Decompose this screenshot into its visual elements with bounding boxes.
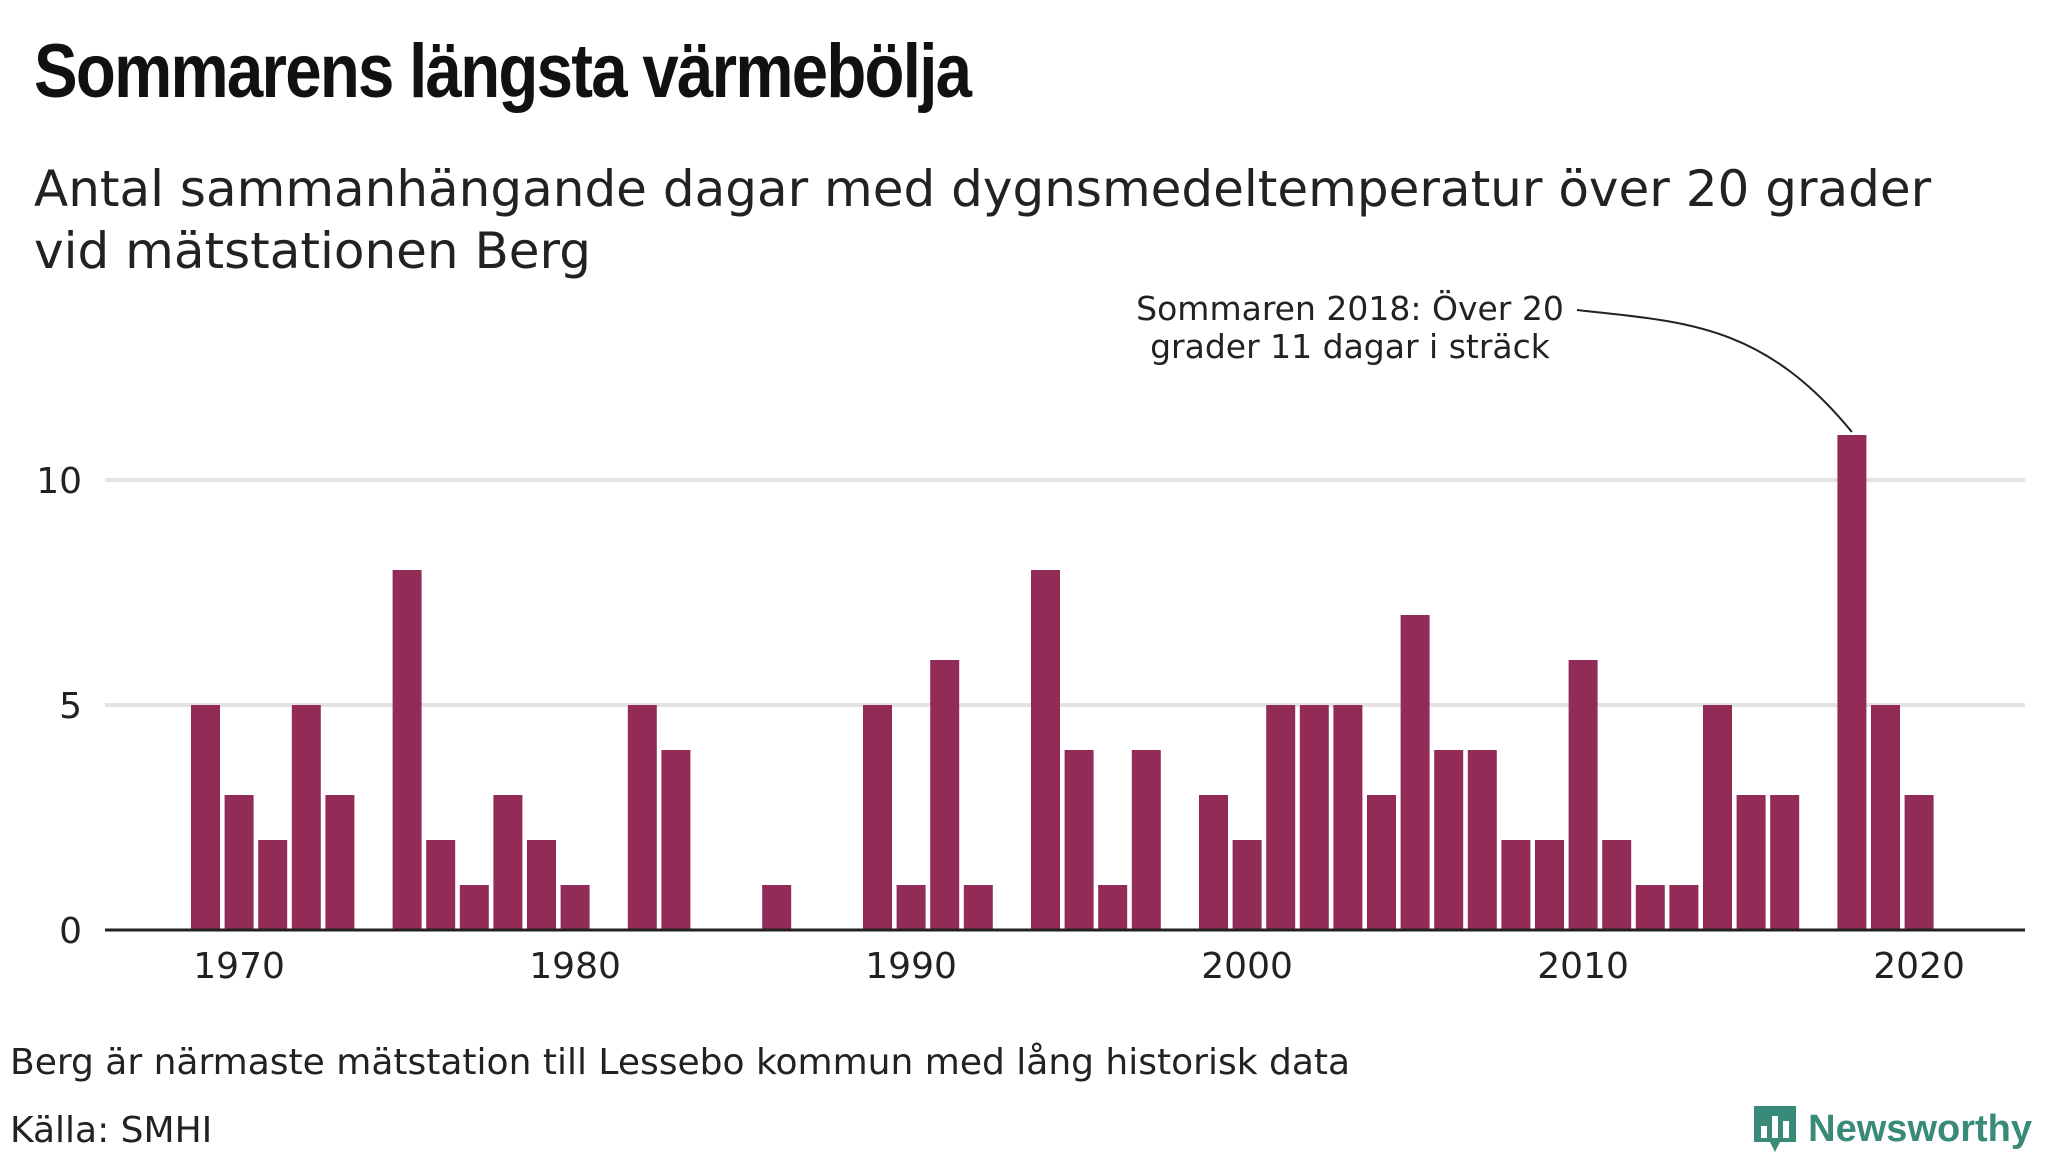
- x-tick-label: 2020: [1873, 946, 1965, 987]
- bar: [930, 660, 960, 930]
- bar: [258, 840, 288, 930]
- bar: [1904, 795, 1934, 930]
- bar: [661, 750, 691, 930]
- bar-chart: 0 5 10 1970 1980 1990 2000 2010 2020 Sommaren 201…: [36, 290, 2025, 987]
- bar: [1434, 750, 1464, 930]
- bar: [493, 795, 523, 930]
- bar: [1568, 660, 1598, 930]
- bar: [896, 885, 926, 930]
- x-tick-label: 1980: [529, 946, 621, 987]
- bar: [1635, 885, 1665, 930]
- bar: [1131, 750, 1161, 930]
- y-tick-label: 5: [59, 686, 82, 727]
- bar: [1266, 705, 1296, 930]
- bar: [1467, 750, 1497, 930]
- bar: [627, 705, 657, 930]
- y-tick-label: 0: [59, 911, 82, 952]
- bar: [863, 705, 892, 930]
- bar: [191, 705, 220, 930]
- bar: [224, 795, 254, 930]
- bar: [291, 705, 321, 930]
- bar: [1669, 885, 1699, 930]
- bar: [1098, 885, 1128, 930]
- bar: [762, 885, 792, 930]
- bar: [1602, 840, 1632, 930]
- bar: [1703, 705, 1732, 930]
- chart-source: Källa: SMHI: [10, 1110, 213, 1151]
- annotation-label: Sommaren 2018: Över 20: [1136, 290, 1564, 328]
- chart-subtitle: Antal sammanhängande dagar med dygnsmede…: [34, 160, 1932, 280]
- bar: [1736, 795, 1766, 930]
- x-tick-label: 2010: [1537, 946, 1629, 987]
- bar: [1871, 705, 1900, 930]
- bar: [325, 795, 355, 930]
- bar: [1232, 840, 1262, 930]
- x-tick-label: 1990: [865, 946, 957, 987]
- bar: [1837, 435, 1867, 930]
- brand-name: Newsworthy: [1808, 1107, 2032, 1150]
- bar: [560, 885, 590, 930]
- bar: [1400, 615, 1430, 930]
- bar: [1535, 840, 1564, 930]
- annotation-label: grader 11 dagar i sträck: [1150, 327, 1551, 366]
- annotation-arrow: [1576, 309, 1853, 433]
- x-tick-label: 1970: [193, 946, 285, 987]
- bar: [459, 885, 489, 930]
- bar: [527, 840, 556, 930]
- chart-note: Berg är närmaste mätstation till Lessebo…: [10, 1042, 1351, 1083]
- bar: [426, 840, 456, 930]
- bar: [1501, 840, 1531, 930]
- bar: [1199, 795, 1228, 930]
- chart-title: Sommarens längsta värmebölja: [34, 29, 972, 114]
- bar: [392, 570, 422, 930]
- bar: [1064, 750, 1094, 930]
- bar: [1367, 795, 1396, 930]
- bar: [1770, 795, 1800, 930]
- x-tick-label: 2000: [1201, 946, 1293, 987]
- bar: [1333, 705, 1363, 930]
- y-tick-label: 10: [36, 461, 82, 502]
- bar: [1299, 705, 1329, 930]
- bar: [963, 885, 993, 930]
- bar: [1031, 570, 1060, 930]
- brand-logo[interactable]: Newsworthy: [1752, 1104, 2032, 1154]
- bar-chart-logo-icon: [1754, 1106, 1797, 1152]
